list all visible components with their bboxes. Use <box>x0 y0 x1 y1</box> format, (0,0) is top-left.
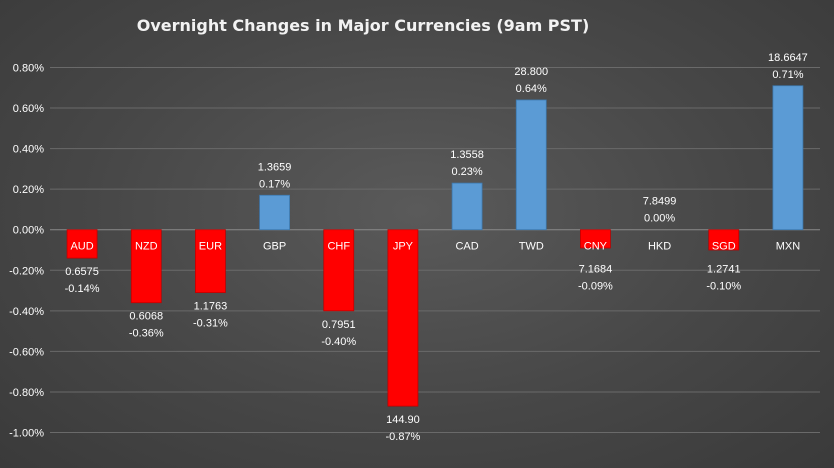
category-label: TWD <box>519 241 544 253</box>
change-label: -0.10% <box>706 281 741 293</box>
bar-nzd <box>130 229 162 304</box>
y-tick-label: -0.40% <box>9 306 44 318</box>
rate-label: 0.7951 <box>322 319 356 331</box>
category-label: NZD <box>135 241 158 253</box>
rate-label: 0.6068 <box>129 311 163 323</box>
y-tick-label: -1.00% <box>9 428 44 440</box>
rate-label: 0.6575 <box>65 266 99 278</box>
rate-label: 7.1684 <box>579 264 613 276</box>
y-tick-label: -0.20% <box>9 265 44 277</box>
category-labels: AUD NZD EUR GBP CHF JPY CAD TWD CNY HKD SGD MXN <box>70 241 800 253</box>
change-label: -0.31% <box>193 318 228 330</box>
rate-label: 1.3558 <box>450 149 484 161</box>
y-tick-label: 0.80% <box>13 63 44 75</box>
change-label: 0.23% <box>451 166 482 178</box>
change-label: -0.40% <box>321 336 356 348</box>
rate-label: 1.2741 <box>707 264 741 276</box>
bar-gbp <box>259 194 290 231</box>
category-label: HKD <box>648 241 671 253</box>
bar-chf <box>323 229 355 312</box>
bar-cny <box>580 229 611 249</box>
bar-aud <box>66 229 98 259</box>
change-label: -0.09% <box>578 281 613 293</box>
y-tick-label: -0.60% <box>9 346 44 358</box>
category-label: CAD <box>455 241 478 253</box>
y-tick-label: 0.20% <box>13 184 44 196</box>
category-label: CNY <box>584 241 608 253</box>
change-label: 0.71% <box>772 69 803 81</box>
rate-label: 18.6647 <box>768 52 808 64</box>
change-label: 0.64% <box>516 83 547 95</box>
rate-label: 1.1763 <box>194 301 228 313</box>
change-label: -0.14% <box>65 283 100 295</box>
y-tick-label: 0.40% <box>13 144 44 156</box>
category-label: AUD <box>70 241 93 253</box>
category-label: GBP <box>263 241 286 253</box>
bar-sgd <box>708 229 740 251</box>
rate-label: 144.90 <box>386 414 420 426</box>
bar-twd <box>515 99 547 231</box>
rate-label: 7.8499 <box>643 196 677 208</box>
category-label: SGD <box>712 241 736 253</box>
data-labels: 0.6575 -0.14% 0.6068 -0.36% 1.1763 -0.31% 1.36… <box>65 52 808 443</box>
change-label: 0.17% <box>259 178 290 190</box>
bars <box>66 85 804 407</box>
y-axis-ticks: 0.80% 0.60% 0.40% 0.20% 0.00% -0.20% -0.40% -0.… <box>9 63 44 440</box>
change-label: -0.36% <box>129 328 164 340</box>
rate-label: 1.3659 <box>258 161 292 173</box>
rate-label: 28.800 <box>514 66 548 78</box>
bar-cad <box>451 182 483 231</box>
category-label: JPY <box>393 241 414 253</box>
change-label: -0.87% <box>385 431 420 443</box>
category-label: EUR <box>199 241 222 253</box>
y-tick-label: 0.00% <box>13 225 44 237</box>
bar-mxn <box>772 85 804 231</box>
bar-eur <box>195 229 226 293</box>
bar-jpy <box>387 229 419 407</box>
chart-title: Overnight Changes in Major Currencies (9… <box>137 16 590 35</box>
change-label: 0.00% <box>644 213 675 225</box>
category-label: MXN <box>776 241 801 253</box>
gridlines <box>50 67 820 433</box>
y-tick-label: -0.80% <box>9 387 44 399</box>
category-label: CHF <box>327 241 350 253</box>
y-tick-label: 0.60% <box>13 103 44 115</box>
